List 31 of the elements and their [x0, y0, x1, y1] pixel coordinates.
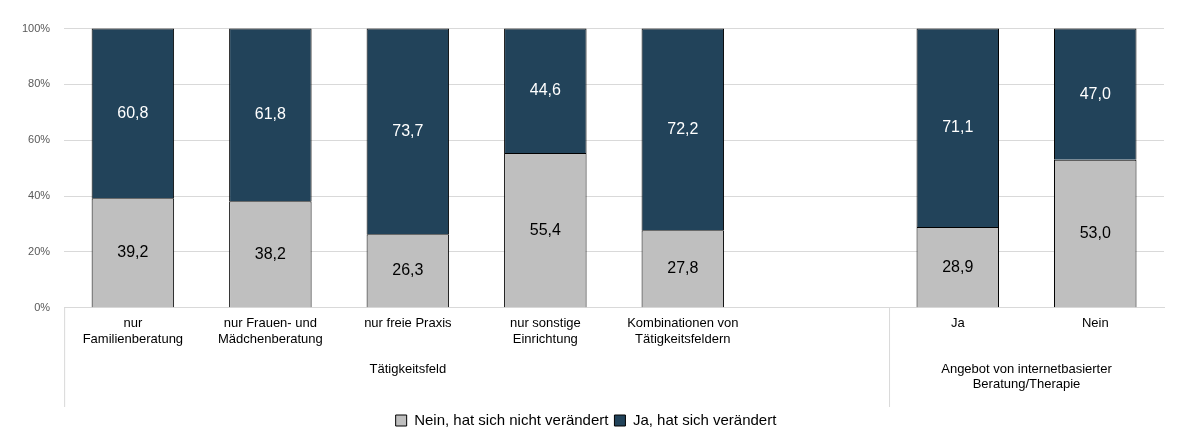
- data-label: 60,8: [117, 103, 149, 121]
- y-tick-label: 20%: [28, 244, 51, 257]
- data-label: 39,2: [117, 243, 149, 261]
- legend-label: Nein, hat sich nicht verändert: [414, 410, 610, 428]
- x-tick-label: nur sonstige Einrichtung: [509, 315, 581, 346]
- x-tick-label: nur Frauen- und Mädchenberatung: [217, 315, 323, 346]
- y-tick-label: 0%: [34, 300, 51, 313]
- data-label: 53,0: [1079, 223, 1111, 241]
- data-label: 44,6: [529, 81, 561, 99]
- x-tick-label: nur freie Praxis: [364, 315, 453, 331]
- y-tick-label: 60%: [28, 133, 51, 146]
- x-tick-label: Kombinationen von Tätigkeitsfeldern: [627, 315, 739, 346]
- x-tick-label: Ja: [950, 315, 966, 331]
- data-label: 28,9: [942, 257, 974, 275]
- data-label: 72,2: [667, 119, 699, 137]
- data-label: 47,0: [1079, 84, 1111, 102]
- data-label: 71,1: [942, 118, 974, 136]
- data-label: 38,2: [254, 244, 287, 262]
- y-tick-label: 100%: [21, 21, 51, 34]
- data-label: 73,7: [392, 121, 424, 139]
- y-tick-label: 80%: [28, 77, 51, 90]
- data-label: 55,4: [529, 220, 561, 238]
- legend-label: Ja, hat sich verändert: [632, 410, 778, 428]
- x-tick-label: nur Familienberatung: [82, 315, 184, 346]
- y-tick-label: 40%: [28, 189, 51, 202]
- data-label: 26,3: [392, 261, 424, 279]
- text: Tätigkeitsfeld: [369, 361, 447, 377]
- data-label: 61,8: [254, 105, 287, 123]
- text: Angebot von internetbasierter Beratung/Therapie: [941, 361, 1113, 392]
- x-tick-label: Nein: [1081, 315, 1109, 331]
- data-label: 27,8: [667, 259, 699, 277]
